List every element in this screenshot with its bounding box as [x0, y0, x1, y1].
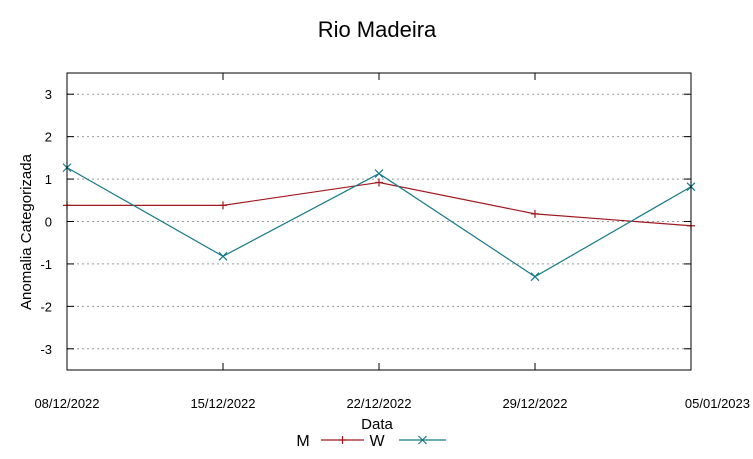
data-point-w [374, 169, 384, 178]
y-tick-label: -2 [40, 299, 52, 314]
y-tick-label: 3 [45, 87, 52, 102]
y-tick-label: 1 [45, 172, 52, 187]
series-line-m [67, 181, 692, 227]
y-tick-label: 2 [45, 130, 52, 145]
data-point-m [219, 201, 227, 210]
data-point-m [531, 209, 539, 218]
y-tick-label: -1 [40, 257, 52, 272]
y-tick-labels: 3 2 1 0 -1 -2 -3 [40, 87, 52, 357]
legend-swatch-marker [418, 435, 427, 445]
x-tick-label: 05/01/2023 [685, 396, 750, 411]
data-point-w [218, 251, 228, 261]
x-tick-labels: 08/12/2022 15/12/2022 22/12/2022 29/12/2022… [34, 396, 750, 411]
data-point-m [375, 178, 383, 187]
legend-swatch-marker [338, 436, 347, 444]
plot-area-frame [66, 72, 692, 371]
x-tick-label: 15/12/2022 [190, 396, 255, 411]
data-point-w [530, 272, 540, 282]
x-tick-label: 22/12/2022 [346, 396, 411, 411]
y-axis-label: Anomalia Categorizada [18, 153, 35, 310]
y-tick-label: -3 [40, 342, 52, 357]
legend-label: M [296, 433, 309, 450]
chart-title: Rio Madeira [318, 17, 437, 42]
legend-label: W [369, 433, 385, 450]
x-tick-label: 29/12/2022 [502, 396, 567, 411]
x-axis-label: Data [361, 416, 393, 433]
x-tick-label: 08/12/2022 [34, 396, 99, 411]
series-layer [62, 163, 696, 282]
y-tick-label: 0 [45, 215, 52, 230]
